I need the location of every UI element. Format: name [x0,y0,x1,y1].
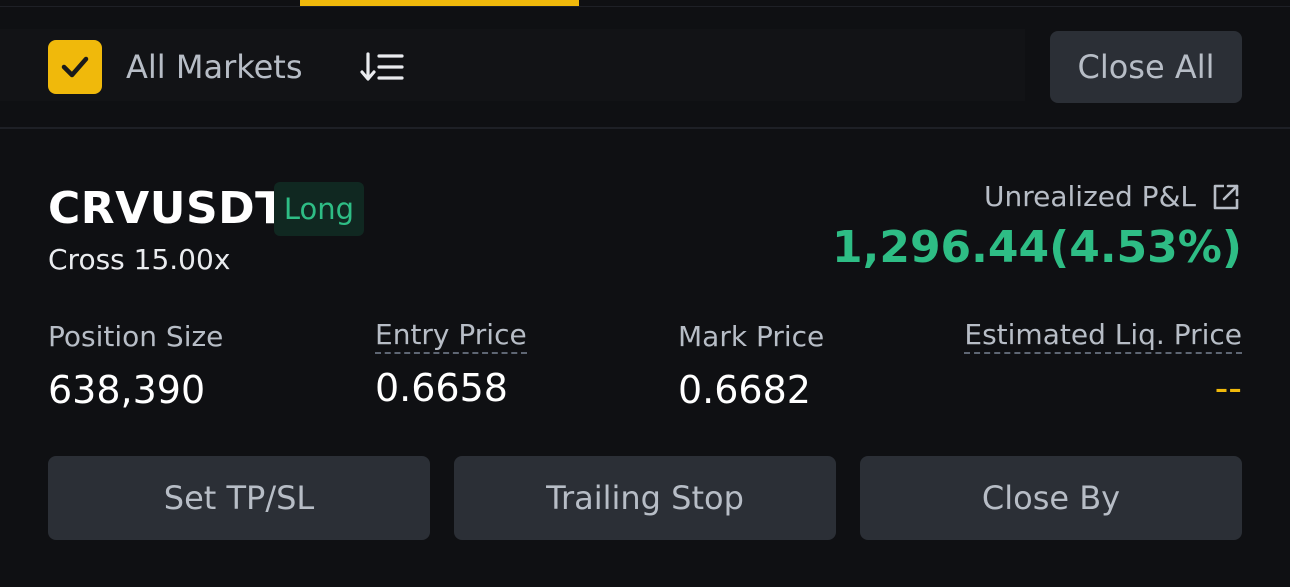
position-size-stat: Position Size 638,390 [48,318,223,414]
position-symbol[interactable]: CRVUSDT [48,183,286,234]
active-tab-indicator [300,0,579,6]
checkmark-icon [61,56,89,78]
sort-list-icon[interactable] [360,51,406,83]
mark-price-stat: Mark Price 0.6682 [678,318,824,414]
section-divider [0,127,1290,129]
entry-price-stat: Entry Price 0.6658 [375,318,527,412]
all-markets-label[interactable]: All Markets [126,48,303,86]
unrealized-pnl-value: 1,296.44(4.53%) [832,222,1242,273]
estimated-liq-price-label[interactable]: Estimated Liq. Price [964,318,1242,354]
filter-bar-background [0,29,1025,101]
position-side-badge: Long [274,182,364,236]
mark-price-value: 0.6682 [678,368,811,412]
unrealized-pnl-header: Unrealized P&L [984,178,1242,216]
mark-price-label: Mark Price [678,320,825,353]
set-tp-sl-button[interactable]: Set TP/SL [48,456,430,540]
estimated-liq-price-stat: Estimated Liq. Price -- [964,318,1242,412]
share-icon[interactable] [1210,181,1242,213]
top-divider [0,6,1290,7]
close-all-button[interactable]: Close All [1050,31,1242,103]
estimated-liq-price-value: -- [1214,366,1242,410]
trailing-stop-button[interactable]: Trailing Stop [454,456,836,540]
margin-leverage-label[interactable]: Cross 15.00x [48,243,231,276]
unrealized-pnl-label: Unrealized P&L [984,180,1196,213]
close-by-button[interactable]: Close By [860,456,1242,540]
filter-bar: All Markets Close All [0,7,1290,127]
all-markets-checkbox[interactable] [48,40,102,94]
entry-price-value: 0.6658 [375,366,508,410]
entry-price-label[interactable]: Entry Price [375,318,527,354]
position-size-value: 638,390 [48,368,206,412]
position-size-label: Position Size [48,320,224,353]
